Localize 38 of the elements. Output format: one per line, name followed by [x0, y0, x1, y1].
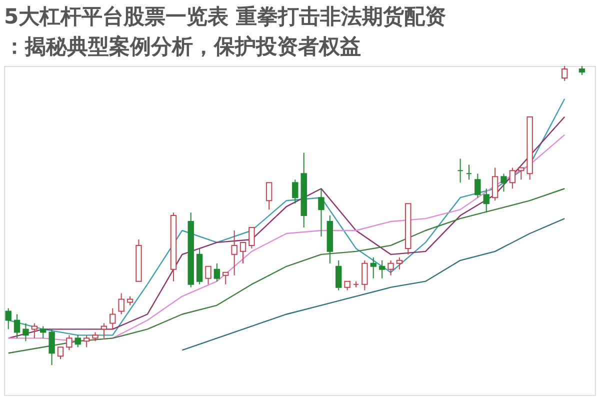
candlestick	[22, 322, 29, 342]
candlestick	[110, 308, 116, 330]
candlestick	[231, 230, 238, 276]
chart-title: 5大杠杆平台股票一览表 重拳打击非法期货配资：揭秘典型案例分析，保护投资者权益	[4, 4, 446, 58]
candlestick	[100, 322, 108, 339]
candlestick	[396, 256, 403, 270]
candlestick	[240, 242, 246, 264]
candlestick	[518, 167, 524, 180]
candlestick	[362, 260, 368, 291]
candlestick	[57, 346, 64, 360]
candlestick	[378, 260, 386, 279]
candlestick	[31, 322, 38, 339]
candlestick	[266, 182, 272, 210]
candlestick	[118, 292, 124, 315]
candlestick	[222, 272, 229, 285]
candlestick	[5, 308, 12, 330]
candlestick	[500, 173, 507, 192]
candlestick	[40, 326, 46, 339]
candlestick	[561, 66, 568, 82]
candlestick	[492, 167, 498, 202]
candlestick	[74, 334, 81, 348]
candlestick	[205, 266, 212, 285]
candlestick	[214, 262, 220, 282]
candlestick	[292, 179, 298, 204]
candlestick	[370, 256, 376, 279]
candlestick	[318, 188, 324, 237]
candlestick	[466, 164, 472, 180]
candlestick	[388, 260, 394, 276]
candlestick	[248, 227, 255, 249]
candlestick	[66, 334, 72, 351]
candlestick	[457, 158, 464, 184]
candlestick	[14, 314, 20, 339]
candlestick	[474, 173, 481, 198]
candlestick	[48, 328, 55, 366]
candlestick	[483, 188, 490, 214]
candlestick	[336, 260, 342, 291]
candlestick	[509, 167, 516, 190]
candlestick	[83, 334, 90, 348]
